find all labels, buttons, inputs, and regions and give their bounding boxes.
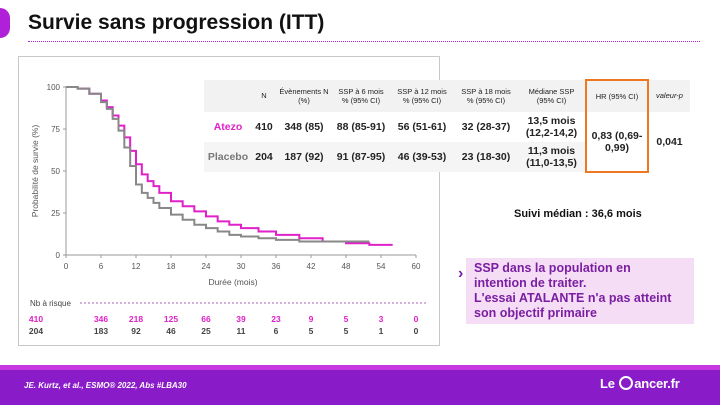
events-cell: 348 (85): [276, 112, 332, 142]
logo-ring-icon: [619, 376, 634, 390]
arm-label: Placebo: [204, 142, 252, 172]
at-risk-value: 25: [201, 326, 211, 336]
y-tick-label: 50: [51, 167, 60, 176]
series-line-atezo: [66, 86, 393, 246]
logo-text-suffix: ancer.fr: [634, 376, 680, 391]
x-tick-label: 36: [272, 262, 281, 271]
footer-reference: JE. Kurtz, et al., ESMO® 2022, Abs #LBA3…: [24, 381, 187, 390]
x-tick-label: 18: [167, 262, 176, 271]
at-risk-value: 46: [166, 326, 176, 336]
x-tick-label: 6: [99, 262, 104, 271]
table-header-row: N Évènements N (%) SSP à 6 mois % (95% C…: [204, 79, 690, 112]
slide-title: Survie sans progression (ITT): [28, 11, 325, 34]
at-risk-value: 410: [29, 314, 43, 324]
x-tick-label: 42: [307, 262, 316, 271]
at-risk-value: 9: [309, 314, 314, 324]
table-header-pfs12: SSP à 12 mois % (95% CI): [390, 80, 454, 112]
conclusion-callout: SSP dans la population en intention de t…: [466, 258, 694, 324]
hr-cell: 0,83 (0,69-0,99): [585, 112, 649, 173]
at-risk-value: 66: [201, 314, 211, 324]
x-tick-label: 0: [64, 262, 69, 271]
title-accent-tab: [0, 8, 10, 38]
logo-text-prefix: Le: [600, 376, 615, 391]
x-tick-label: 48: [342, 262, 351, 271]
table-header-hr: HR (95% CI): [585, 79, 649, 112]
at-risk-value: 346: [94, 314, 108, 324]
at-risk-value: 125: [164, 314, 178, 324]
at-risk-value: 204: [29, 326, 43, 336]
y-tick-label: 100: [47, 83, 61, 92]
n-cell: 204: [252, 142, 276, 172]
callout-line-1: SSP dans la population en intention de t…: [474, 261, 631, 290]
x-tick-label: 12: [132, 262, 141, 271]
pfs18-cell: 32 (28-37): [454, 112, 518, 142]
title-divider: [28, 41, 700, 42]
y-tick-label: 0: [56, 251, 61, 260]
x-tick-label: 30: [237, 262, 246, 271]
table-row: Atezo 410 348 (85) 88 (85-91) 56 (51-61)…: [204, 112, 690, 173]
chevron-right-icon: ›: [458, 265, 464, 282]
median-cell: 11,3 mois (11,0-13,5): [518, 142, 586, 172]
callout-line-2: L'essai ATALANTE n'a pas atteint son obj…: [474, 291, 672, 320]
table-row: Placebo 204 187 (92) 91 (87-95) 46 (39-5…: [204, 142, 690, 172]
at-risk-value: 6: [274, 326, 279, 336]
table-header-pfs18: SSP à 18 mois % (95% CI): [454, 80, 518, 112]
y-tick-label: 25: [51, 209, 60, 218]
results-table: N Évènements N (%) SSP à 6 mois % (95% C…: [204, 79, 690, 173]
footer-bar: [0, 365, 720, 405]
table-header-events: Évènements N (%): [276, 80, 332, 112]
at-risk-value: 5: [309, 326, 314, 336]
pfs6-cell: 91 (87-95): [332, 142, 390, 172]
arm-label: Atezo: [204, 112, 252, 142]
pfs12-cell: 56 (51-61): [390, 112, 454, 142]
at-risk-value: 92: [131, 326, 141, 336]
y-axis-label: Probabilité de survie (%): [30, 125, 40, 218]
table-header-n: N: [252, 80, 276, 112]
x-tick-label: 60: [412, 262, 421, 271]
pfs18-cell: 23 (18-30): [454, 142, 518, 172]
x-tick-label: 24: [202, 262, 211, 271]
series-line-placebo: [66, 86, 370, 243]
table-header-median: Médiane SSP (95% CI): [518, 80, 586, 112]
at-risk-value: 0: [414, 326, 419, 336]
at-risk-title: Nb à risque: [30, 299, 71, 308]
table-header-pfs6: SSP à 6 mois % (95% CI): [332, 80, 390, 112]
at-risk-value: 1: [379, 326, 384, 336]
median-followup: Suivi médian : 36,6 mois: [514, 208, 642, 220]
y-tick-label: 75: [51, 125, 60, 134]
x-tick-label: 54: [377, 262, 386, 271]
at-risk-value: 183: [94, 326, 108, 336]
table-header-blank: [204, 80, 252, 112]
at-risk-value: 3: [379, 314, 384, 324]
pfs12-cell: 46 (39-53): [390, 142, 454, 172]
at-risk-value: 5: [344, 314, 349, 324]
median-cell: 13,5 mois (12,2-14,2): [518, 112, 586, 142]
x-axis-label: Durée (mois): [208, 277, 257, 287]
at-risk-value: 11: [237, 326, 246, 336]
n-cell: 410: [252, 112, 276, 142]
at-risk-value: 5: [344, 326, 349, 336]
at-risk-value: 39: [236, 314, 246, 324]
table-header-pvalue: valeur-p: [648, 80, 690, 112]
site-logo: Le ancer.fr: [600, 376, 680, 391]
at-risk-value: 218: [129, 314, 143, 324]
at-risk-value: 23: [271, 314, 281, 324]
events-cell: 187 (92): [276, 142, 332, 172]
at-risk-value: 0: [414, 314, 419, 324]
pvalue-cell: 0,041: [648, 112, 690, 172]
pfs6-cell: 88 (85-91): [332, 112, 390, 142]
